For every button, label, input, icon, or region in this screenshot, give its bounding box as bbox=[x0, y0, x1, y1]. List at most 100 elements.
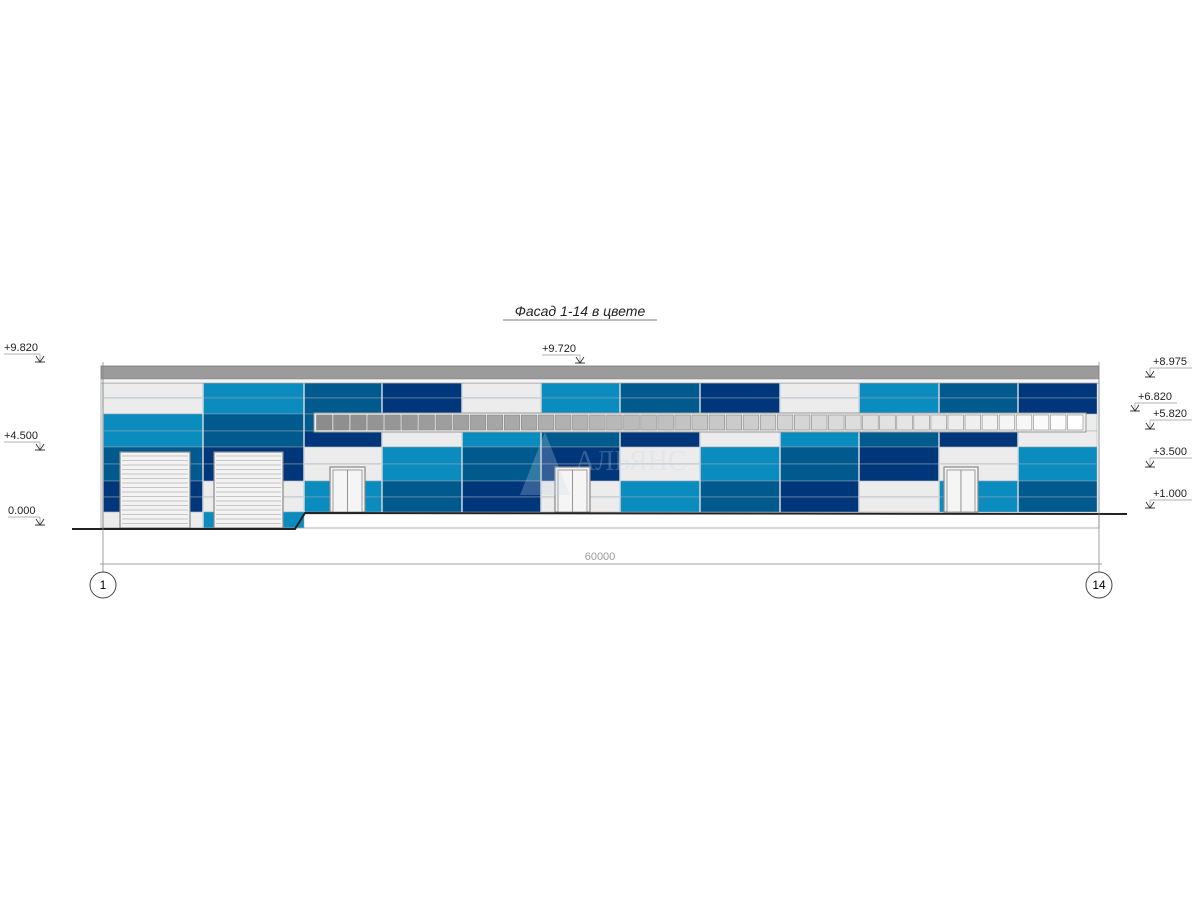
wall-panel bbox=[1017, 430, 1098, 448]
window-pane bbox=[367, 414, 384, 431]
svg-text:+5.820: +5.820 bbox=[1153, 408, 1187, 420]
window-pane bbox=[913, 414, 930, 431]
wall-panel bbox=[858, 496, 940, 513]
window-pane bbox=[538, 414, 555, 431]
window-pane bbox=[1067, 414, 1084, 431]
wall-panel bbox=[619, 382, 701, 399]
wall-panel bbox=[619, 397, 701, 415]
wall-panel bbox=[461, 382, 542, 399]
watermark-logo: АЛЬЯНС bbox=[520, 432, 686, 495]
window-pane bbox=[350, 414, 367, 431]
window-pane bbox=[384, 414, 401, 431]
axis-label-14: 14 bbox=[1092, 578, 1106, 592]
wall-panel bbox=[381, 480, 463, 498]
level-mark: +9.720 bbox=[542, 343, 576, 355]
wall-panel bbox=[381, 496, 463, 513]
window-pane bbox=[1015, 414, 1033, 431]
wall-panel bbox=[202, 413, 305, 432]
wall-panel bbox=[540, 397, 621, 415]
wall-panel bbox=[102, 397, 204, 415]
svg-text:+4.500: +4.500 bbox=[4, 430, 38, 442]
wall-panel bbox=[1017, 496, 1098, 513]
window-pane bbox=[589, 414, 606, 431]
wall-panel bbox=[699, 480, 781, 498]
roller-gate[interactable] bbox=[213, 451, 284, 529]
roller-gate[interactable] bbox=[119, 451, 191, 529]
window-pane bbox=[691, 414, 708, 431]
svg-text:+9.820: +9.820 bbox=[4, 342, 38, 354]
window-pane bbox=[418, 414, 435, 431]
wall-panel bbox=[102, 413, 204, 432]
wall-panel bbox=[461, 496, 542, 513]
wall-panel bbox=[461, 430, 542, 448]
wall-panel bbox=[699, 382, 781, 399]
wall-panel bbox=[779, 480, 860, 498]
drawing-title: Фасад 1-14 в цвете bbox=[515, 303, 646, 319]
wall-panel bbox=[858, 397, 940, 415]
window-pane bbox=[742, 414, 760, 431]
wall-panel bbox=[938, 430, 1019, 448]
window-pane bbox=[828, 414, 845, 431]
wall-panel bbox=[699, 463, 781, 482]
window-pane bbox=[674, 414, 691, 431]
wall-panel bbox=[1017, 463, 1098, 482]
axis-marker-1 bbox=[89, 571, 117, 599]
svg-text:+3.500: +3.500 bbox=[1153, 446, 1187, 458]
wall-panel bbox=[858, 430, 940, 448]
wall-panel bbox=[461, 397, 542, 415]
entrance-door[interactable] bbox=[554, 466, 591, 513]
wall-panel bbox=[619, 430, 701, 448]
window-pane bbox=[520, 414, 538, 431]
window-pane bbox=[981, 414, 998, 431]
wall-panel bbox=[540, 382, 621, 399]
ribbon-window bbox=[313, 412, 1087, 433]
window-pane bbox=[401, 414, 418, 431]
wall-panel bbox=[779, 446, 860, 465]
level-arrow-icon bbox=[542, 354, 585, 364]
level-mark: +6.820 bbox=[1138, 391, 1172, 403]
window-pane bbox=[657, 414, 674, 431]
wall-panel bbox=[303, 430, 383, 448]
wall-panel bbox=[699, 430, 781, 448]
level-mark: 0.000 bbox=[8, 505, 36, 517]
svg-text:0.000: 0.000 bbox=[8, 505, 36, 517]
window-pane bbox=[316, 414, 333, 431]
window-pane bbox=[896, 414, 913, 431]
wall-panel bbox=[461, 446, 542, 465]
wall-panel bbox=[938, 382, 1019, 399]
parapet bbox=[100, 365, 1100, 380]
window-pane bbox=[725, 414, 742, 431]
wall-panel bbox=[1017, 397, 1098, 415]
wall-panel bbox=[381, 397, 463, 415]
wall-panel bbox=[303, 397, 383, 415]
level-arrow-icon bbox=[1145, 499, 1192, 509]
wall-panel bbox=[381, 463, 463, 482]
wall-panel bbox=[381, 446, 463, 465]
entrance-door[interactable] bbox=[329, 466, 366, 513]
wall-panel bbox=[540, 430, 621, 448]
svg-text:АЛЬЯНС: АЛЬЯНС bbox=[575, 446, 686, 477]
window-pane bbox=[486, 414, 504, 431]
window-pane bbox=[862, 414, 879, 431]
doors bbox=[119, 451, 979, 529]
level-marks: +9.820 +4.500 0.000 +9.720 +8.975 +6.820… bbox=[4, 342, 1192, 526]
axis-label-1: 1 bbox=[100, 578, 107, 592]
wall-panel bbox=[938, 397, 1019, 415]
window-pane bbox=[555, 414, 572, 431]
level-arrow-icon bbox=[1145, 367, 1192, 378]
wall-panel bbox=[779, 382, 860, 399]
axis-marker-14 bbox=[1085, 571, 1113, 599]
wall-panel bbox=[381, 430, 463, 448]
wall-panel bbox=[858, 446, 940, 465]
entrance-door[interactable] bbox=[943, 466, 979, 513]
window-pane bbox=[469, 414, 486, 431]
ground-line bbox=[72, 511, 1128, 530]
window-pane bbox=[759, 414, 777, 431]
window-pane bbox=[640, 414, 657, 431]
window-pane bbox=[572, 414, 589, 431]
window-pane bbox=[879, 414, 896, 431]
window-pane bbox=[930, 414, 947, 431]
window-pane bbox=[794, 414, 811, 431]
window-pane bbox=[1033, 414, 1050, 431]
level-arrow-icon bbox=[8, 516, 45, 526]
